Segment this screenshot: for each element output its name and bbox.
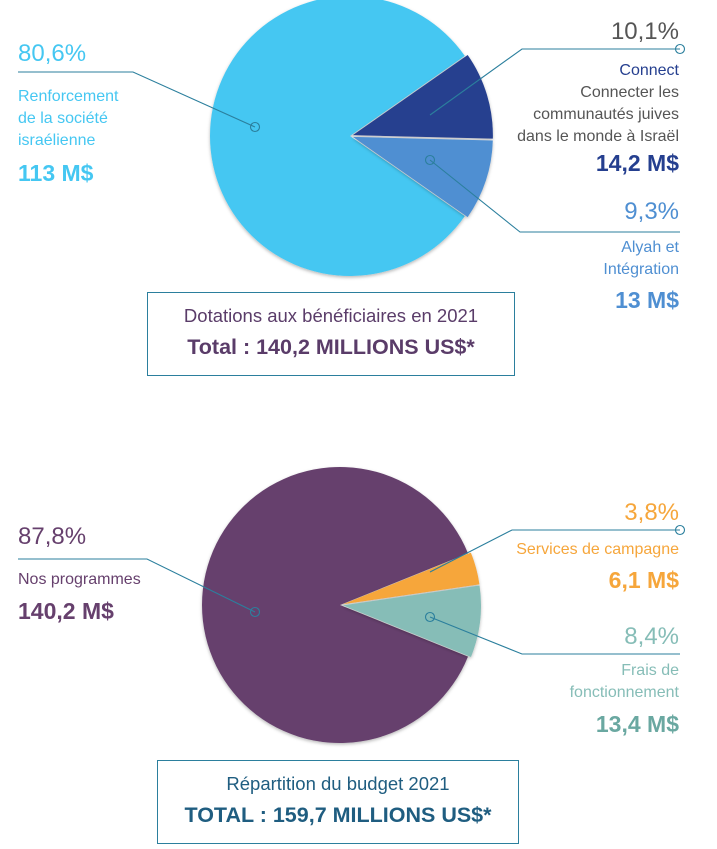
chart1-slice-2 (352, 55, 493, 139)
chart2-slice3-name: Frais de fonctionnement (569, 662, 679, 701)
chart1-leader-line-2 (429, 48, 680, 116)
chart2-slice-3 (342, 585, 481, 657)
chart1-slice3-name: Alyah et Intégration (603, 239, 679, 278)
chart2-slice1-percent: 87,8% (18, 523, 87, 550)
chart2-marker-2 (674, 524, 686, 536)
chart1-pie (18, 0, 686, 276)
chart1-marker-1 (249, 121, 261, 133)
chart1-title: Dotations aux bénéficiaires en 2021 (183, 305, 479, 326)
chart2-total: TOTAL : 159,7 MILLIONS US$* (184, 803, 492, 827)
chart1-total-box: Dotations aux bénéficiaires en 2021 Tota… (147, 292, 515, 376)
chart1-slice-1 (209, 0, 465, 276)
chart2-slice1-amount: 140,2 M$ (18, 598, 114, 624)
chart1-slice3-percent: 9,3% (624, 198, 679, 225)
chart1-slice2-name: Connect Connecter les communautés juives… (517, 62, 679, 145)
chart2-slice3-amount: 13,4 M$ (595, 711, 679, 737)
chart2-slice2-percent: 3,8% (624, 499, 679, 526)
chart1-marker-3 (424, 154, 436, 166)
chart2-leader-line-3 (429, 616, 680, 655)
chart2-slice2-name: Services de campagne (516, 541, 679, 558)
chart2-marker-3 (424, 611, 436, 623)
chart1-leader-line-1 (18, 71, 256, 128)
chart1-slice3-amount: 13 M$ (615, 287, 679, 313)
chart2-marker-1 (249, 606, 261, 618)
chart1-leader-line-3 (429, 159, 680, 233)
chart1-slice2-amount: 14,2 M$ (595, 150, 679, 176)
chart1-marker-2 (674, 43, 686, 55)
chart2-slice2-amount: 6,1 M$ (608, 567, 679, 593)
chart2-slice-1 (202, 467, 468, 743)
chart2-slice-2 (342, 552, 480, 605)
chart1-slice1-name: Renforcement de la société israélienne (18, 88, 119, 149)
chart1-slice1-percent: 80,6% (18, 40, 87, 67)
chart1-total: Total : 140,2 MILLIONS US$* (187, 335, 475, 359)
chart2-title: Répartition du budget 2021 (226, 773, 450, 794)
chart2-pie (18, 467, 686, 743)
chart2-leader-line-1 (18, 558, 256, 613)
chart2-total-box: Répartition du budget 2021 TOTAL : 159,7… (157, 760, 519, 844)
chart1-slice2-percent: 10,1% (610, 18, 679, 45)
chart1-slice1-amount: 113 M$ (18, 160, 94, 186)
chart2-leader-line-2 (429, 529, 680, 573)
chart2-slice3-percent: 8,4% (624, 623, 679, 650)
chart2-slice1-name: Nos programmes (18, 571, 141, 588)
chart1-slice-3 (352, 136, 493, 218)
